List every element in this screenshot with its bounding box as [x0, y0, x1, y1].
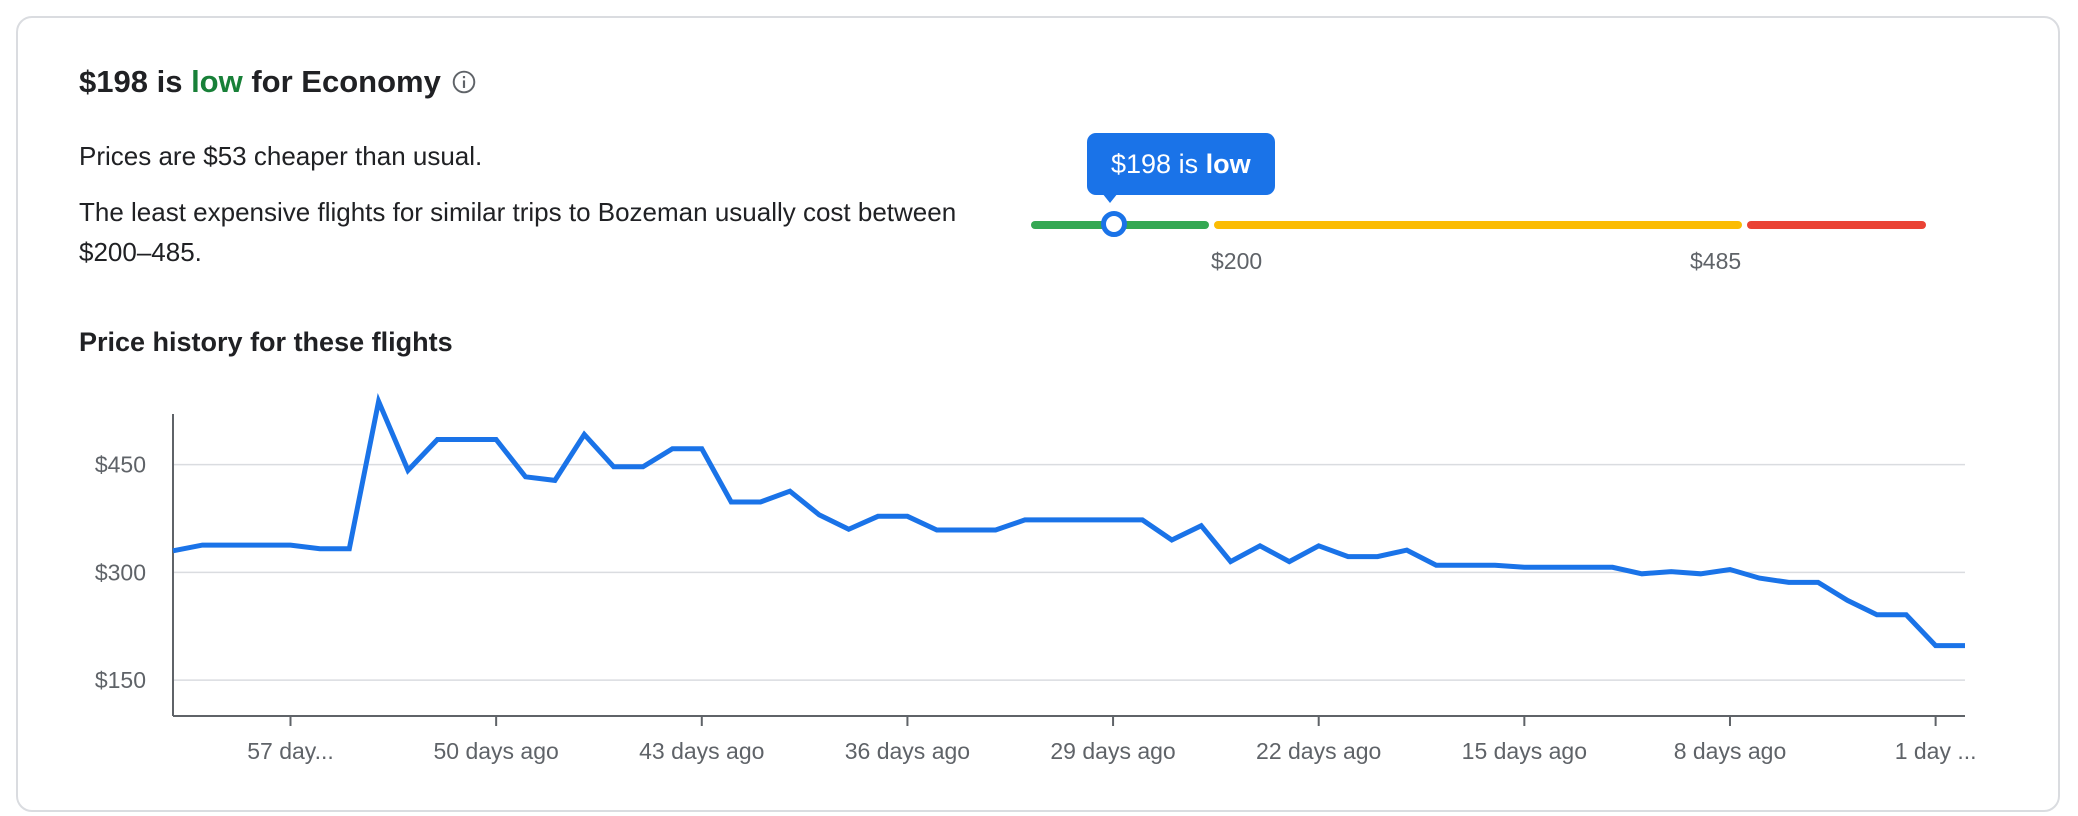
meter-label-low: $200	[1211, 248, 1263, 274]
price-level-meter: $198 is low	[1025, 130, 1926, 280]
x-tick-label: 43 days ago	[639, 738, 764, 764]
tooltip-price: $198	[1111, 149, 1172, 179]
x-tick-label: 1 day ...	[1895, 738, 1977, 764]
meter-tooltip: $198 is low	[1087, 133, 1275, 195]
headline-price: $198	[79, 64, 148, 99]
tooltip-is: is	[1171, 149, 1206, 179]
x-tick-label: 22 days ago	[1256, 738, 1381, 764]
x-tick-label: 57 day...	[247, 738, 334, 764]
headline-suffix: for Economy	[242, 64, 441, 99]
y-tick-label: $150	[95, 667, 146, 693]
meter-high-segment	[1747, 221, 1926, 229]
y-tick-label: $450	[95, 452, 146, 478]
headline-level: low	[191, 64, 243, 99]
x-tick-label: 50 days ago	[433, 738, 558, 764]
x-tick-label: 15 days ago	[1462, 738, 1587, 764]
x-tick-label: 36 days ago	[845, 738, 970, 764]
price-summary: Prices are $53 cheaper than usual.	[79, 141, 483, 171]
y-tick-label: $300	[95, 559, 146, 585]
headline-is: is	[147, 64, 192, 99]
meter-label-high: $485	[1690, 248, 1742, 274]
meter-typical-segment	[1214, 221, 1742, 229]
info-icon[interactable]	[451, 69, 477, 95]
price-insight-card	[16, 16, 2060, 812]
price-history-title: Price history for these flights	[79, 327, 453, 357]
price-insight-headline: $198 is low for Economy	[79, 64, 477, 100]
x-tick-label: 29 days ago	[1050, 738, 1175, 764]
x-tick-label: 8 days ago	[1674, 738, 1787, 764]
tooltip-arrow	[1102, 193, 1118, 203]
tooltip-level: low	[1205, 149, 1251, 179]
price-history-line	[172, 392, 1965, 649]
meter-current-price-marker	[1101, 211, 1127, 237]
typical-price-range: The least expensive flights for similar …	[79, 197, 957, 267]
